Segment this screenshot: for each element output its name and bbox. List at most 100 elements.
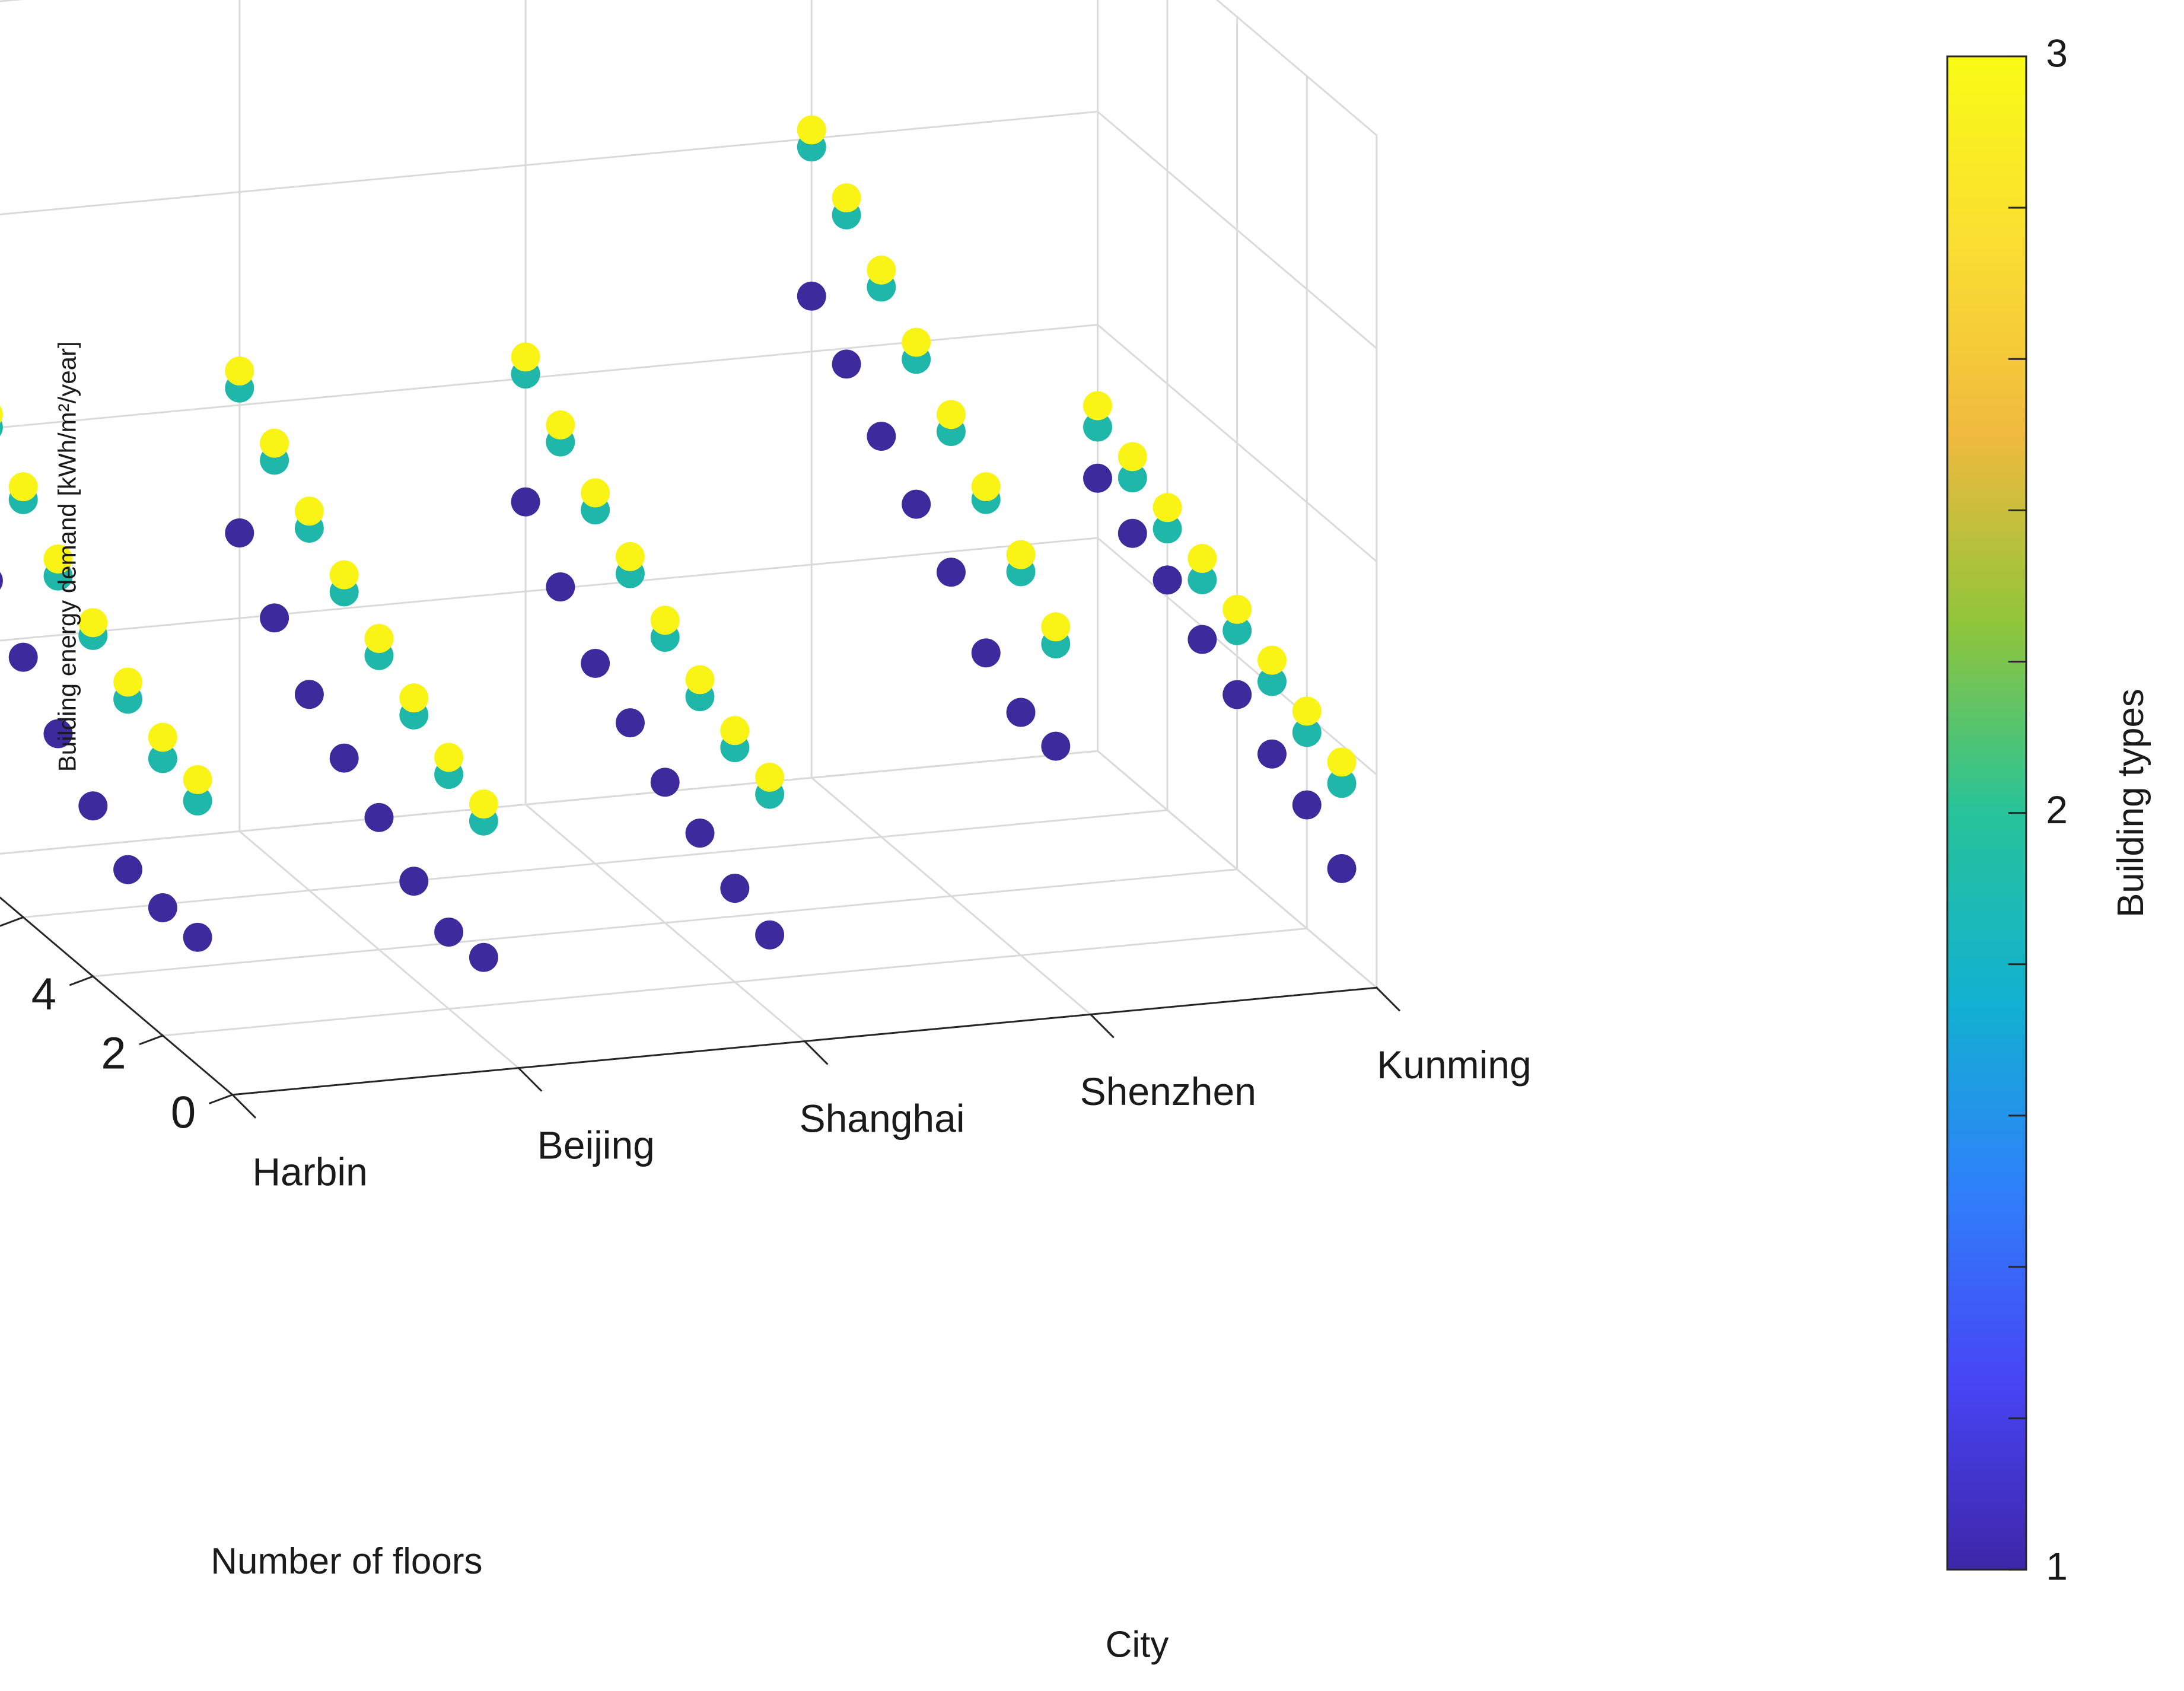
data-point	[364, 802, 394, 832]
data-point	[1083, 463, 1112, 493]
data-point	[867, 422, 896, 451]
data-point	[832, 349, 861, 379]
grid-line	[0, 0, 24, 2]
x-tick	[1089, 1013, 1115, 1039]
point-layer	[0, 115, 1357, 972]
data-point	[225, 518, 254, 547]
data-point	[1187, 544, 1217, 573]
x-tick-label: Shenzhen	[1080, 1069, 1256, 1113]
data-point	[364, 624, 394, 653]
data-point	[294, 496, 324, 526]
data-point	[511, 342, 540, 372]
data-point	[1083, 391, 1112, 421]
y-tick	[209, 1093, 234, 1104]
data-point	[78, 791, 108, 821]
grid-line	[22, 809, 1169, 919]
grid-line	[161, 927, 1308, 1037]
data-point	[469, 789, 498, 819]
data-point	[183, 765, 212, 794]
data-point	[1327, 854, 1357, 883]
data-point	[902, 327, 931, 357]
data-point	[1118, 463, 1147, 493]
y-tick	[139, 1034, 164, 1046]
data-point	[399, 683, 429, 713]
x-tick-label: Shanghai	[800, 1096, 965, 1140]
data-point	[755, 762, 785, 792]
data-point	[8, 472, 38, 502]
y-tick	[0, 916, 25, 927]
data-point	[1153, 493, 1182, 523]
data-point	[1187, 565, 1217, 594]
data-point	[581, 648, 610, 678]
z-axis-title: Building energy demand [kWh/m²/year]	[53, 341, 81, 772]
x-tick	[1375, 986, 1400, 1012]
data-point	[1292, 696, 1322, 726]
x-axis-title: City	[1106, 1624, 1169, 1665]
data-point	[867, 255, 896, 285]
x-tick	[231, 1093, 257, 1119]
data-point	[685, 665, 715, 695]
data-point	[1153, 565, 1182, 595]
data-point	[1222, 680, 1252, 709]
grid-line	[0, 323, 1099, 429]
data-point	[1006, 698, 1036, 727]
data-point	[148, 722, 177, 752]
data-point	[399, 867, 429, 896]
data-point	[1292, 718, 1322, 747]
data-point	[1257, 645, 1287, 675]
data-point	[511, 487, 540, 517]
y-tick-label: 0	[171, 1087, 196, 1138]
data-point	[936, 558, 966, 587]
data-point	[8, 642, 38, 672]
x-tick-label: Harbin	[252, 1150, 367, 1194]
data-point	[1327, 769, 1357, 798]
data-point	[294, 680, 324, 709]
data-point	[1083, 412, 1112, 442]
data-point	[183, 786, 212, 816]
data-point	[1257, 667, 1287, 696]
data-point	[936, 400, 966, 429]
colorbar-tick-label: 3	[2046, 31, 2068, 75]
data-point	[755, 920, 785, 950]
data-point	[615, 542, 645, 571]
grid-line	[92, 868, 1239, 977]
grid-line	[0, 110, 1099, 215]
data-point	[685, 819, 715, 848]
data-point	[434, 743, 464, 772]
data-point	[329, 560, 359, 590]
x-tick-label: Beijing	[537, 1123, 655, 1167]
data-point	[902, 489, 931, 519]
data-point	[113, 667, 143, 697]
data-point	[1118, 518, 1147, 548]
data-point	[43, 544, 73, 574]
data-point	[0, 406, 3, 423]
data-point	[434, 918, 464, 947]
data-point	[1292, 790, 1322, 820]
y-tick	[69, 975, 94, 986]
axis-layer	[0, 896, 1400, 1119]
data-point	[183, 922, 212, 952]
x-tick	[517, 1066, 543, 1092]
data-point	[546, 572, 575, 601]
data-point	[1187, 625, 1217, 654]
data-point	[1041, 612, 1071, 642]
label-layer: 05010015020002468HarbinBeijingShanghaiSh…	[31, 341, 1532, 1665]
data-point	[720, 874, 750, 903]
data-point	[615, 708, 645, 738]
data-point	[1118, 442, 1147, 472]
data-point	[78, 608, 108, 638]
colorbar-tick-label: 2	[2046, 788, 2068, 832]
data-point	[971, 472, 1001, 502]
colorbar-title: Building types	[2110, 689, 2151, 918]
data-point	[650, 768, 680, 797]
data-point	[225, 356, 254, 386]
x-tick-label: Kunming	[1377, 1043, 1532, 1087]
data-point	[1222, 594, 1252, 624]
data-point	[797, 115, 826, 145]
data-point	[546, 410, 575, 440]
data-point	[260, 428, 289, 458]
data-point	[832, 183, 861, 213]
data-point	[260, 603, 289, 633]
